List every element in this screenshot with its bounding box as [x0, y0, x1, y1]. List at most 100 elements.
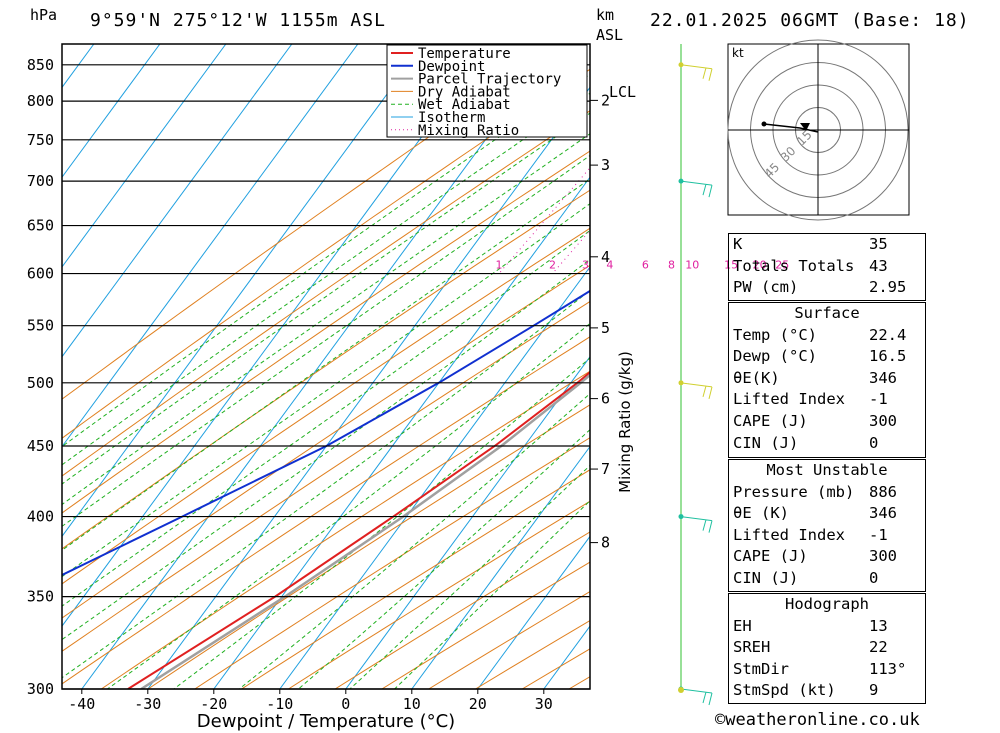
mixing-ratio-label: 2 [549, 259, 556, 272]
dry-adiabat-line [147, 404, 590, 689]
wet-adiabat-line [62, 178, 590, 551]
wet-adiabat-line [62, 258, 590, 641]
mixing-ratio-axis-title: Mixing Ratio (g/kg) [616, 351, 634, 493]
datetime-title: 22.01.2025 06GMT (Base: 18) [650, 10, 970, 31]
wet-adiabat-line [62, 73, 590, 448]
hodo-row: EH 13 [733, 616, 888, 635]
isotherm-line [62, 44, 227, 268]
height-tick-label: 5 [601, 319, 610, 337]
temperature-tick-label: 0 [341, 695, 350, 713]
wet-adiabat-line [394, 500, 590, 689]
most-unstable-title: Most Unstable [766, 461, 888, 479]
temperature-tick-label: 30 [535, 695, 553, 713]
temperature-tick-label: -20 [200, 695, 227, 713]
pressure-tick-label: 500 [27, 374, 54, 392]
dry-adiabat-line [241, 469, 590, 689]
wind-barb [680, 516, 713, 533]
isotherm-line [62, 44, 491, 627]
height-unit-asl: ASL [596, 26, 624, 44]
legend-entry: Parcel Trajectory [418, 72, 561, 88]
legend-entry: Dewpoint [418, 59, 485, 75]
surface-row: θE(K) 346 [733, 368, 897, 387]
mixing-ratio-label: 6 [642, 259, 649, 272]
wet-adiabat-line [173, 357, 590, 689]
index-row: K 35 [733, 235, 888, 253]
height-tick-label: 8 [601, 534, 610, 552]
pressure-tick-label: 750 [27, 131, 54, 149]
wet-adiabat-line [62, 154, 590, 527]
mixing-ratio-label: 15 [724, 259, 738, 272]
mixing-ratio-label: 3 [582, 259, 589, 272]
surface-row: CIN (J) 0 [733, 433, 879, 452]
mixing-ratio-label: 20 [753, 259, 767, 272]
mixing-ratio-label: 1 [496, 259, 503, 272]
dry-adiabat-line [288, 500, 590, 689]
legend-entry: Isotherm [418, 110, 485, 126]
plot-area [0, 44, 590, 689]
location-title: 9°59'N 275°12'W 1155m ASL [90, 10, 386, 31]
isotherm-line [62, 44, 161, 179]
isotherm-line [147, 86, 590, 689]
mixing-ratio-label: 4 [606, 259, 613, 272]
dry-adiabat-line [62, 264, 590, 619]
legend-entry: Mixing Ratio [418, 123, 519, 139]
isotherm-line [279, 266, 590, 689]
hodo-row: StmDir 113° [733, 659, 907, 678]
most-unstable-table: Most Unstable Pressure (mb) 886 θE (K) 346… [728, 459, 926, 592]
wind-barb [680, 180, 713, 198]
surface-row: Dewp (°C) 16.5 [733, 347, 907, 366]
wet-adiabat-line [349, 464, 590, 689]
lcl-label: LCL [609, 83, 636, 101]
isotherm-line [411, 445, 590, 689]
legend-box [386, 44, 588, 138]
surface-row: Temp (°C) 22.4 [733, 325, 907, 344]
dry-adiabat-line [101, 370, 590, 689]
copyright[interactable]: ©weatheronline.co.uk [715, 710, 920, 730]
pressure-tick-label: 300 [27, 680, 54, 698]
surface-row: CAPE (J) 300 [733, 411, 897, 430]
height-tick-label: 3 [601, 156, 610, 174]
wet-adiabat-line [62, 112, 590, 485]
plot-frame [61, 43, 591, 690]
mu-row: θE (K) 346 [733, 504, 897, 523]
pressure-unit: hPa [30, 6, 58, 24]
pressure-tick-label: 650 [27, 217, 54, 235]
isotherm-line [345, 355, 590, 689]
dry-adiabat-line [62, 110, 590, 477]
indices-table: K 35 Totals Totals 43 PW (cm) 2.95 [728, 233, 926, 301]
dry-adiabat-line [62, 227, 590, 585]
pressure-tick-label: 850 [27, 56, 54, 74]
mu-row: CAPE (J) 300 [733, 547, 897, 566]
pressure-tick-label: 400 [27, 508, 54, 526]
hodograph-unit: kt [732, 46, 744, 60]
pressure-tick-label: 550 [27, 317, 54, 335]
surface-title: Surface [794, 304, 860, 322]
dry-adiabat-line [62, 336, 590, 685]
mu-row: Lifted Index -1 [733, 525, 888, 544]
dry-adiabat-line [62, 300, 590, 652]
isotherm-line [62, 44, 293, 358]
isotherm-line [213, 176, 590, 689]
storm-motion-marker [800, 123, 810, 131]
mixing-ratio-label: 8 [668, 259, 675, 272]
index-row: PW (cm) 2.95 [733, 278, 907, 297]
mixing-ratio-label: 10 [685, 259, 699, 272]
legend-entry: Wet Adiabat [418, 97, 511, 113]
isotherm-line [0, 44, 28, 689]
wind-barb [680, 382, 713, 399]
pressure-tick-label: 600 [27, 265, 54, 283]
hodo-row: SREH 22 [733, 638, 888, 657]
temperature-tick-label: -10 [266, 695, 293, 713]
temperature-tick-label: -30 [134, 695, 161, 713]
mu-row: Pressure (mb) 886 [733, 482, 897, 501]
wind-barb [680, 688, 713, 706]
surface-row: Lifted Index -1 [733, 390, 888, 409]
x-axis-title: Dewpoint / Temperature (°C) [197, 711, 455, 732]
dry-adiabat-line [62, 68, 590, 439]
hodograph-point [761, 121, 767, 127]
temperature-tick-label: 20 [469, 695, 487, 713]
wind-barb [680, 64, 713, 81]
pressure-tick-label: 700 [27, 172, 54, 190]
dry-adiabat-line [62, 189, 590, 550]
